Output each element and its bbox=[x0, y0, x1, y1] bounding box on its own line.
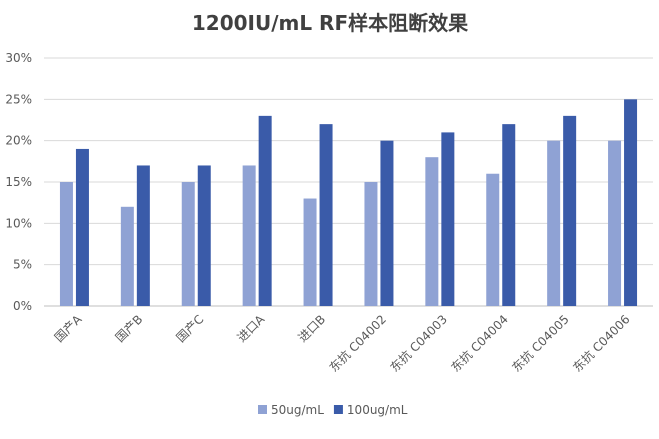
bar-series2 bbox=[502, 124, 516, 306]
y-tick-label: 30% bbox=[5, 51, 32, 65]
bars bbox=[59, 99, 638, 306]
bar-series1 bbox=[608, 140, 622, 306]
legend-label: 50ug/mL bbox=[271, 403, 324, 417]
bar-series2 bbox=[380, 140, 394, 306]
y-tick-label: 20% bbox=[5, 134, 32, 148]
bar-series1 bbox=[364, 182, 378, 306]
bar-series2 bbox=[441, 132, 455, 306]
bar-series1 bbox=[303, 198, 317, 306]
x-tick-label: 进口A bbox=[235, 312, 268, 345]
bar-series1 bbox=[181, 182, 195, 306]
y-tick-label: 25% bbox=[5, 92, 32, 106]
x-tick-label: 国产B bbox=[113, 312, 146, 345]
y-tick-label: 0% bbox=[13, 299, 32, 313]
bar-series2 bbox=[197, 165, 211, 306]
bar-series2 bbox=[75, 148, 89, 306]
x-tick-label: 东抗 C04003 bbox=[387, 312, 450, 375]
x-tick-label: 进口B bbox=[295, 312, 328, 345]
legend: 50ug/mL 100ug/mL bbox=[258, 403, 408, 417]
bar-series1 bbox=[486, 173, 500, 306]
y-axis-ticks: 0% 5% 10% 15% 20% 25% 30% bbox=[5, 51, 32, 313]
x-tick-label: 东抗 C04005 bbox=[509, 312, 572, 375]
legend-swatch bbox=[333, 405, 343, 414]
y-tick-label: 15% bbox=[5, 175, 32, 189]
bar-series1 bbox=[425, 157, 439, 306]
legend-swatch bbox=[258, 405, 267, 414]
chart-title: 1200IU/mL RF样本阻断效果 bbox=[192, 11, 468, 35]
bar-series1 bbox=[120, 206, 134, 306]
bar-series1 bbox=[547, 140, 561, 306]
gridlines bbox=[44, 57, 653, 307]
y-tick-label: 5% bbox=[13, 258, 32, 272]
x-tick-label: 国产A bbox=[52, 312, 85, 345]
bar-series2 bbox=[624, 99, 638, 306]
x-tick-label: 东抗 C04004 bbox=[448, 312, 511, 375]
bar-series2 bbox=[258, 115, 272, 306]
y-tick-label: 10% bbox=[5, 216, 32, 230]
bar-series2 bbox=[563, 115, 577, 306]
x-tick-label: 东抗 C04002 bbox=[326, 312, 389, 375]
bar-series1 bbox=[242, 165, 256, 306]
bar-series1 bbox=[59, 182, 73, 306]
legend-label: 100ug/mL bbox=[347, 403, 408, 417]
bar-series2 bbox=[319, 124, 333, 306]
x-tick-label: 东抗 C04006 bbox=[569, 312, 632, 375]
x-tick-label: 国产C bbox=[174, 312, 207, 345]
bar-series2 bbox=[136, 165, 150, 306]
